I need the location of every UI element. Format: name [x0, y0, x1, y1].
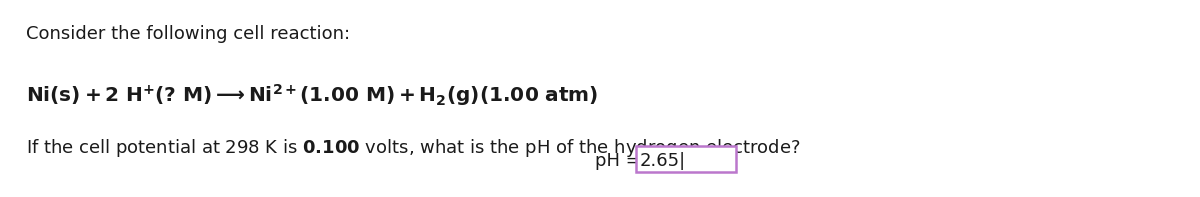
- Text: If the cell potential at 298 K is $\bf{0.100}$ volts, what is the pH of the hydr: If the cell potential at 298 K is $\bf{0…: [26, 137, 800, 159]
- Text: Consider the following cell reaction:: Consider the following cell reaction:: [26, 25, 350, 43]
- FancyBboxPatch shape: [636, 146, 736, 172]
- Text: pH =: pH =: [595, 152, 647, 170]
- Text: 2.65|: 2.65|: [640, 152, 686, 170]
- Text: $\bf{Ni(s) + 2\ H^{+}(? \ M) \longrightarrow Ni^{2+}(1.00\ M) + H_2(g)(1.00\ atm: $\bf{Ni(s) + 2\ H^{+}(? \ M) \longrighta…: [26, 82, 599, 108]
